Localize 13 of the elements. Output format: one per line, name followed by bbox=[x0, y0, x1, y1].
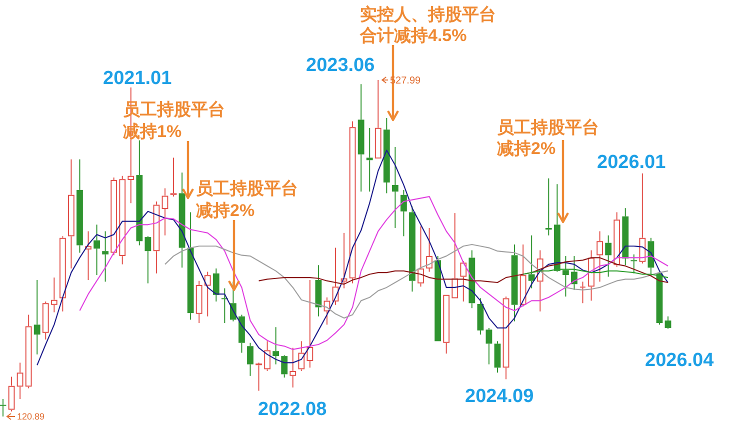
annotation: 员工持股平台 bbox=[497, 118, 599, 137]
annotation: 2021.01 bbox=[103, 68, 172, 89]
annotation: 2026.04 bbox=[645, 350, 714, 371]
annotation: 120.89 bbox=[17, 412, 45, 422]
annotation: 减持2% bbox=[497, 139, 556, 158]
annotation: 2022.08 bbox=[258, 399, 327, 420]
annotation: 2023.06 bbox=[306, 55, 375, 76]
annotation: 减持2% bbox=[196, 201, 255, 220]
annotation: 2026.01 bbox=[597, 152, 666, 173]
annotation: 2024.09 bbox=[465, 386, 534, 407]
annotation: 员工持股平台 bbox=[196, 179, 298, 198]
annotation: 合计减持4.5% bbox=[360, 26, 467, 45]
annotation: 实控人、持股平台 bbox=[360, 5, 496, 24]
